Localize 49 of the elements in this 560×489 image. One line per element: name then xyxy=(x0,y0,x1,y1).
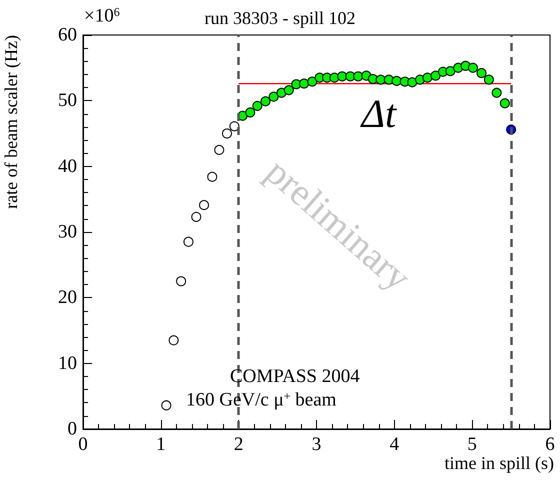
y-tick-label: 10 xyxy=(58,352,77,374)
annotation: Δt xyxy=(359,91,397,136)
x-axis-title: time in spill (s) xyxy=(444,453,554,473)
chart-title: run 38303 - spill 102 xyxy=(204,8,356,28)
point xyxy=(168,335,179,346)
point xyxy=(445,66,456,76)
point xyxy=(476,68,487,78)
point xyxy=(260,96,271,106)
point xyxy=(392,76,402,86)
point xyxy=(245,107,256,118)
point xyxy=(299,78,310,89)
point xyxy=(484,74,494,85)
point xyxy=(191,212,202,222)
y-tick-label: 40 xyxy=(58,156,77,177)
point xyxy=(353,71,364,82)
point xyxy=(183,236,194,247)
point xyxy=(199,200,210,210)
point xyxy=(430,70,441,81)
point xyxy=(500,98,510,108)
x-tick-label: 6 xyxy=(545,434,555,455)
annotation: COMPASS 2004 xyxy=(230,366,360,387)
point xyxy=(252,100,262,111)
point xyxy=(376,74,386,85)
point xyxy=(307,76,318,87)
point xyxy=(222,128,232,138)
y-tick-label: 30 xyxy=(58,222,77,242)
x-tick-label: 2 xyxy=(234,434,244,455)
point xyxy=(176,276,186,286)
x-tick-label: 3 xyxy=(312,434,322,455)
y-axis-title: rate of beam scaler (Hz) xyxy=(1,34,21,209)
point xyxy=(407,77,418,88)
point xyxy=(284,85,294,96)
point xyxy=(468,62,478,73)
point xyxy=(422,72,432,83)
x-tick-label: 4 xyxy=(390,434,400,455)
point xyxy=(207,172,218,182)
point xyxy=(268,92,279,102)
point xyxy=(161,400,172,410)
point xyxy=(492,88,502,98)
annotation: 160 GeV/c μ+ beam xyxy=(186,389,337,410)
y-tick-label: 20 xyxy=(58,287,77,308)
x-tick-label: 5 xyxy=(467,434,477,455)
y-tick-label: 60 xyxy=(58,24,77,46)
point xyxy=(337,71,348,82)
point xyxy=(229,121,240,132)
y-tick-label: 0 xyxy=(68,418,77,440)
y-tick-label: 50 xyxy=(58,90,77,112)
x-tick-label: 1 xyxy=(156,434,166,455)
point xyxy=(214,144,224,155)
